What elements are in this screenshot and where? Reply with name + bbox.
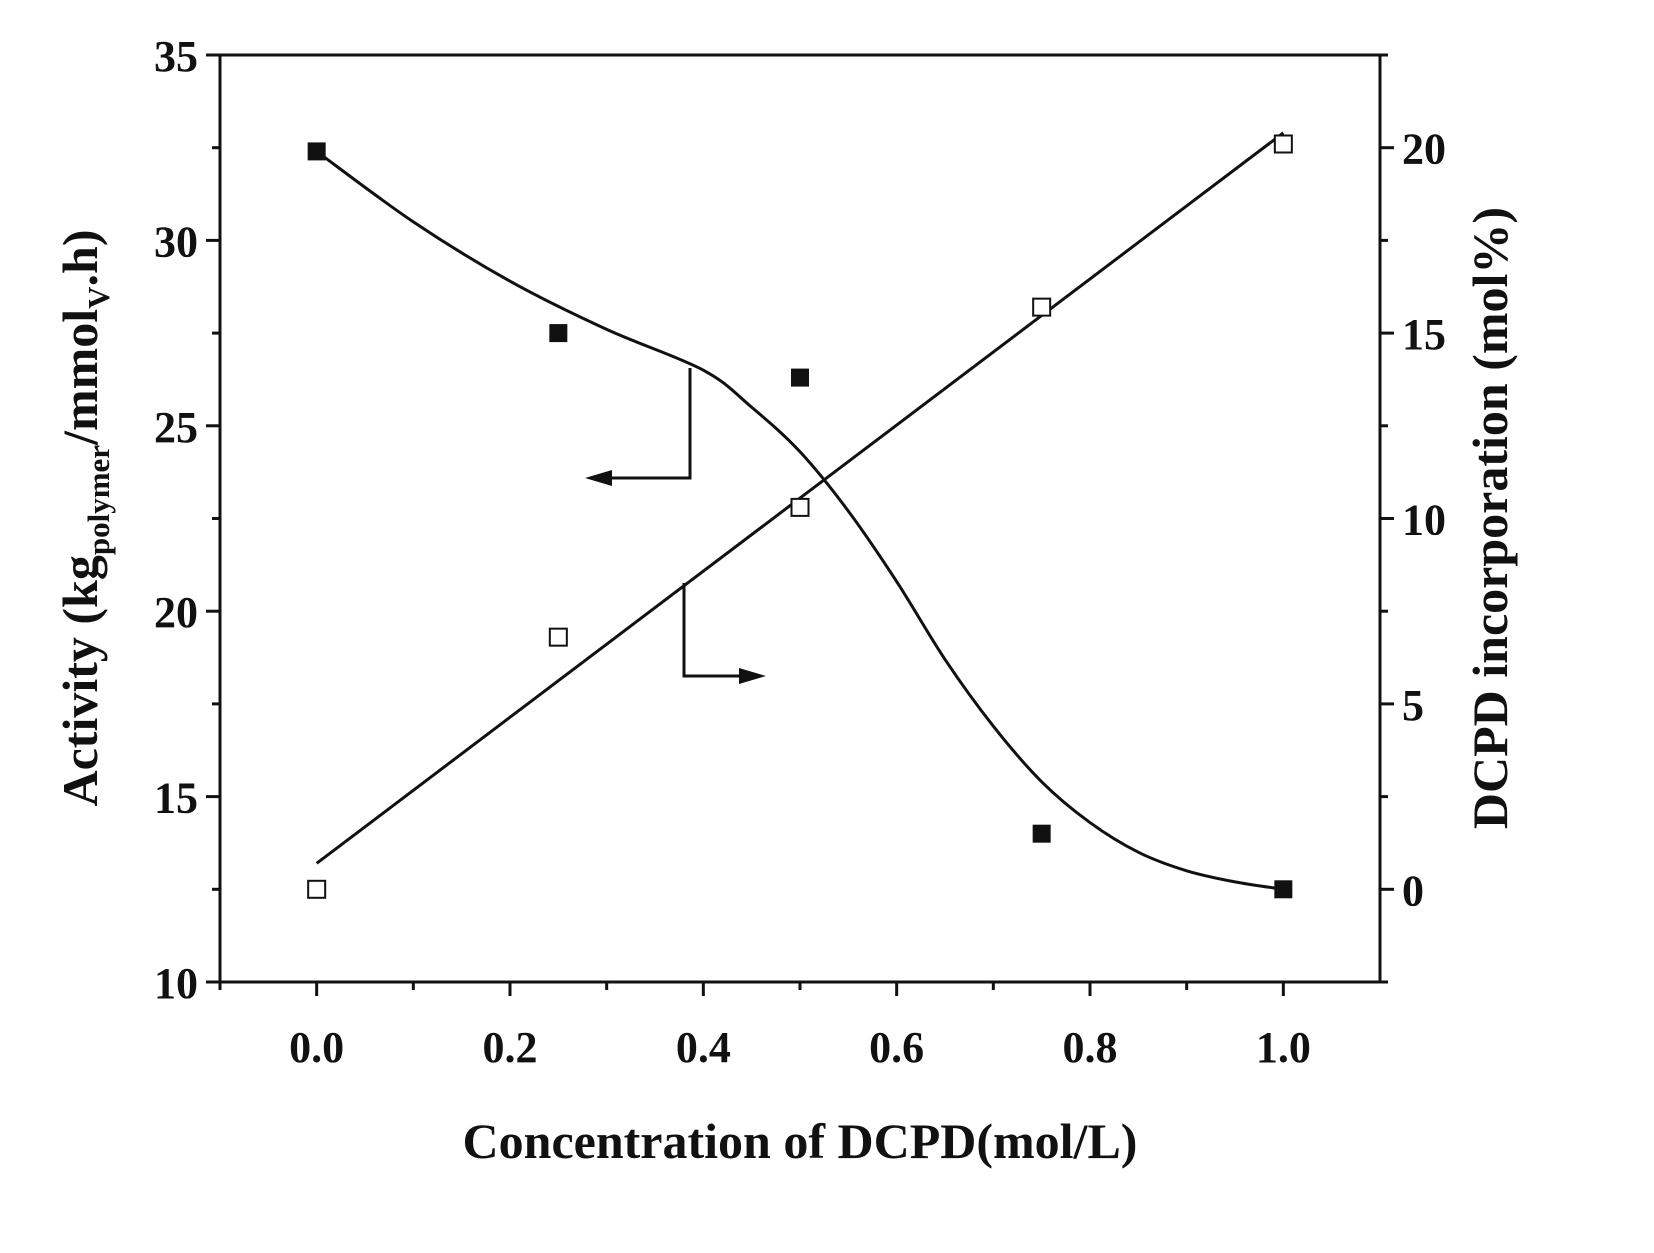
left-axis-arrow bbox=[600, 368, 692, 480]
x-tick-label: 1.0 bbox=[1256, 1023, 1311, 1072]
x-tick-label: 0.6 bbox=[869, 1023, 924, 1072]
y-right-tick-label: 20 bbox=[1402, 125, 1446, 174]
y-left-title-mid: /mmol bbox=[52, 309, 108, 446]
y-right-tick-label: 15 bbox=[1402, 310, 1446, 359]
y-left-tick-label: 25 bbox=[154, 403, 198, 452]
y-left-tick-label: 20 bbox=[154, 588, 198, 637]
incorporation-point bbox=[790, 497, 810, 517]
incorporation-point bbox=[548, 627, 568, 647]
y-left-title-sub1: polymer bbox=[81, 445, 116, 555]
activity-point bbox=[1274, 880, 1293, 899]
activity-point bbox=[791, 368, 809, 387]
x-tick-label: 0.4 bbox=[676, 1023, 731, 1072]
y-left-axis-title: Activity (kgpolymer/mmolV.h) bbox=[52, 230, 116, 807]
x-tick-label: 0.8 bbox=[1063, 1023, 1118, 1072]
activity-fit-curve bbox=[315, 150, 1284, 891]
axis-tick-labels: 0.0 0.2 0.4 0.6 0.8 1.0 10 15 20 25 30 35 0 5 10 15 20 bbox=[154, 32, 1446, 1072]
right-axis-arrow bbox=[682, 583, 752, 678]
axis-ticks bbox=[206, 53, 1394, 996]
y-left-title-main: Activity (kg bbox=[52, 555, 108, 806]
incorporation-point bbox=[307, 879, 327, 899]
activity-point bbox=[549, 324, 568, 343]
y-right-tick-label: 0 bbox=[1402, 866, 1424, 915]
y-left-tick-label: 35 bbox=[154, 32, 198, 81]
y-left-tick-label: 15 bbox=[154, 774, 198, 823]
x-tick-label: 0.2 bbox=[483, 1023, 538, 1072]
x-tick-label: 0.0 bbox=[289, 1023, 344, 1072]
incorporation-point bbox=[1032, 297, 1052, 317]
activity-point bbox=[307, 142, 326, 161]
y-left-title-end: .h) bbox=[52, 230, 108, 287]
activity-point bbox=[1032, 824, 1051, 843]
incorporation-point bbox=[1273, 134, 1293, 154]
y-right-tick-label: 10 bbox=[1402, 496, 1446, 545]
annotation-arrows bbox=[585, 368, 766, 684]
y-left-tick-label: 10 bbox=[154, 959, 198, 1008]
y-right-tick-label: 5 bbox=[1402, 681, 1424, 730]
y-right-axis-title: DCPD incorporation (mol%) bbox=[1462, 207, 1518, 829]
left-arrowhead bbox=[585, 470, 612, 486]
y-left-title-sub2: V bbox=[81, 286, 116, 309]
x-axis-title: Concentration of DCPD(mol/L) bbox=[463, 1113, 1138, 1169]
y-left-tick-label: 30 bbox=[154, 217, 198, 266]
data-points bbox=[307, 134, 1293, 899]
right-arrowhead bbox=[739, 668, 766, 684]
